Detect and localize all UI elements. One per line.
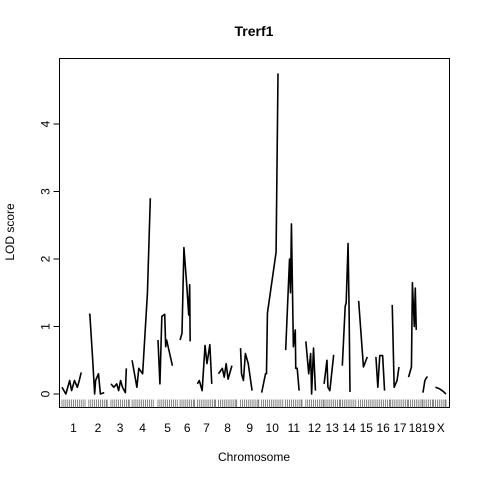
lod-line-chr-11 — [284, 223, 300, 391]
x-axis: 1 2 3 4 5 6 7 8 9 10 11 12 13 14 15 16 17 18 19 X — [70, 421, 445, 435]
x-tick-label: 16 — [376, 421, 390, 435]
x-tick-label: 17 — [393, 421, 407, 435]
x-tick-label: X — [437, 421, 445, 435]
chart-title: Trerf1 — [235, 23, 274, 39]
lod-line-chr-8 — [217, 362, 233, 380]
y-axis: 0 1 2 3 4 — [39, 120, 60, 397]
x-tick-label: 18 — [409, 421, 423, 435]
lod-line-chr-4 — [131, 198, 152, 389]
lod-line-chr-10 — [260, 73, 279, 393]
lod-line-chr-16 — [375, 354, 386, 391]
lod-line-chr-17 — [391, 304, 400, 389]
lod-line-chr-1 — [61, 372, 82, 395]
lod-line-chr-6 — [179, 246, 191, 342]
lod-line-chr-X — [435, 386, 447, 395]
x-tick-label: 14 — [342, 421, 356, 435]
x-tick-label: 19 — [422, 421, 436, 435]
x-tick-label: 4 — [139, 421, 146, 435]
lod-line-chr-15 — [357, 300, 369, 368]
x-tick-label: 15 — [360, 421, 374, 435]
x-tick-label: 7 — [203, 421, 210, 435]
lod-line-chr-7 — [196, 343, 213, 392]
y-tick-label: 1 — [39, 323, 53, 330]
x-tick-label: 12 — [308, 421, 322, 435]
y-axis-label: LOD score — [3, 203, 17, 261]
x-tick-label: 10 — [266, 421, 280, 435]
marker-rug — [61, 399, 447, 408]
y-tick-label: 4 — [39, 120, 53, 127]
x-axis-label: Chromosome — [218, 450, 290, 464]
lod-line-chr-13 — [323, 354, 335, 392]
x-tick-label: 9 — [246, 421, 253, 435]
lod-line-chr-18 — [407, 281, 418, 378]
y-tick-label: 0 — [39, 390, 53, 397]
lod-line-chr-12 — [305, 341, 317, 395]
lod-line-chr-14 — [341, 242, 351, 392]
x-tick-label: 8 — [224, 421, 231, 435]
x-tick-label: 3 — [117, 421, 124, 435]
x-tick-label: 2 — [95, 421, 102, 435]
x-tick-label: 13 — [326, 421, 340, 435]
y-tick-label: 2 — [39, 255, 53, 262]
x-tick-label: 6 — [184, 421, 191, 435]
plot-frame — [59, 58, 450, 408]
x-tick-label: 11 — [288, 421, 301, 435]
lod-line-chr-2 — [88, 313, 105, 395]
x-tick-label: 1 — [70, 421, 77, 435]
lod-series — [61, 73, 447, 395]
x-tick-label: 5 — [164, 421, 171, 435]
lod-line-chr-9 — [239, 348, 253, 391]
lod-line-chr-5 — [157, 313, 174, 385]
lod-line-chr-3 — [110, 368, 128, 394]
lod-line-chr-19 — [422, 376, 428, 393]
y-tick-label: 3 — [39, 188, 53, 195]
